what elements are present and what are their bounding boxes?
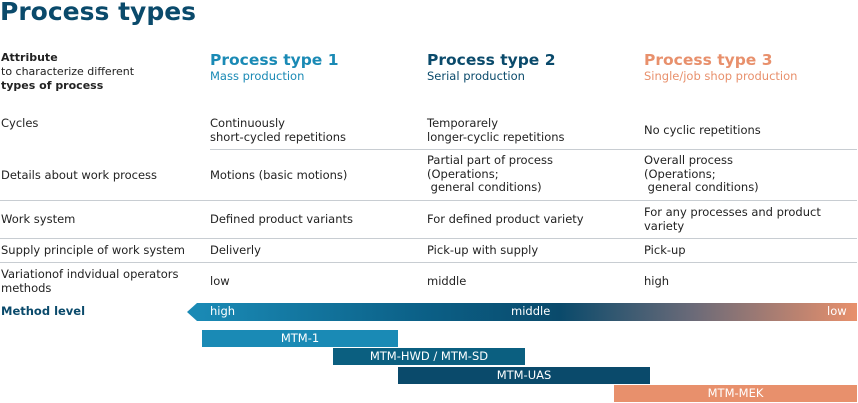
row-attribute-work-system: Work system	[1, 212, 76, 226]
attribute-header-emph: types of process	[1, 79, 104, 92]
table-cell: Temporarely longer-cyclic repetitions	[427, 116, 565, 144]
method-level-high: high	[210, 304, 236, 318]
table-cell: Overall process (Operations; general con…	[644, 153, 759, 194]
column-subtitle: Serial production	[427, 69, 525, 83]
mtm-bar-mtm-hwd-sd: MTM-HWD / MTM-SD	[333, 348, 525, 365]
row-divider	[0, 238, 857, 239]
table-cell: Pick-up	[644, 243, 686, 257]
attribute-header-title: Attribute	[1, 51, 58, 64]
row-attribute-variation: Variationof indvidual operators methods	[1, 267, 179, 295]
table-cell: For defined product variety	[427, 212, 584, 226]
row-divider	[210, 149, 857, 150]
method-level-low: low	[827, 304, 847, 318]
method-level-label: Method level	[1, 304, 86, 318]
method-level-gradient-bar	[197, 303, 857, 321]
table-cell: Motions (basic motions)	[210, 168, 348, 182]
table-cell: low	[210, 274, 230, 288]
column-header-1: Process type 1 Mass production	[210, 51, 339, 83]
mtm-bar-mtm-uas: MTM-UAS	[398, 367, 650, 384]
column-header-3: Process type 3 Single/job shop productio…	[644, 51, 797, 83]
method-level-middle: middle	[511, 304, 551, 318]
table-cell: Partial part of process (Operations; gen…	[427, 153, 553, 194]
row-divider	[0, 200, 857, 201]
table-cell: Pick-up with supply	[427, 243, 539, 257]
page-title: Process types	[0, 0, 197, 26]
table-cell: Defined product variants	[210, 212, 353, 226]
table-cell: high	[644, 274, 670, 288]
row-attribute-supply: Supply principle of work system	[1, 243, 185, 257]
table-cell: middle	[427, 274, 467, 288]
mtm-bar-mtm-1: MTM-1	[202, 330, 398, 347]
attribute-header: Attribute to characterize different type…	[1, 51, 201, 93]
attribute-header-desc: to characterize different	[1, 65, 135, 78]
column-header-2: Process type 2 Serial production	[427, 51, 556, 83]
column-subtitle: Single/job shop production	[644, 69, 798, 83]
row-attribute-details: Details about work process	[1, 168, 158, 182]
method-level-arrowhead	[187, 303, 197, 321]
row-attribute-cycles: Cycles	[1, 116, 39, 130]
column-subtitle: Mass production	[210, 69, 305, 83]
table-cell: No cyclic repetitions	[644, 123, 761, 137]
column-title: Process type 3	[644, 51, 773, 69]
column-title: Process type 1	[210, 51, 339, 69]
table-cell: Deliverly	[210, 243, 261, 257]
row-divider	[0, 262, 857, 263]
table-cell: For any processes and product variety	[644, 205, 821, 233]
mtm-bar-mtm-mek: MTM-MEK	[614, 385, 857, 402]
table-cell: Continuously short-cycled repetitions	[210, 116, 347, 144]
column-title: Process type 2	[427, 51, 556, 69]
